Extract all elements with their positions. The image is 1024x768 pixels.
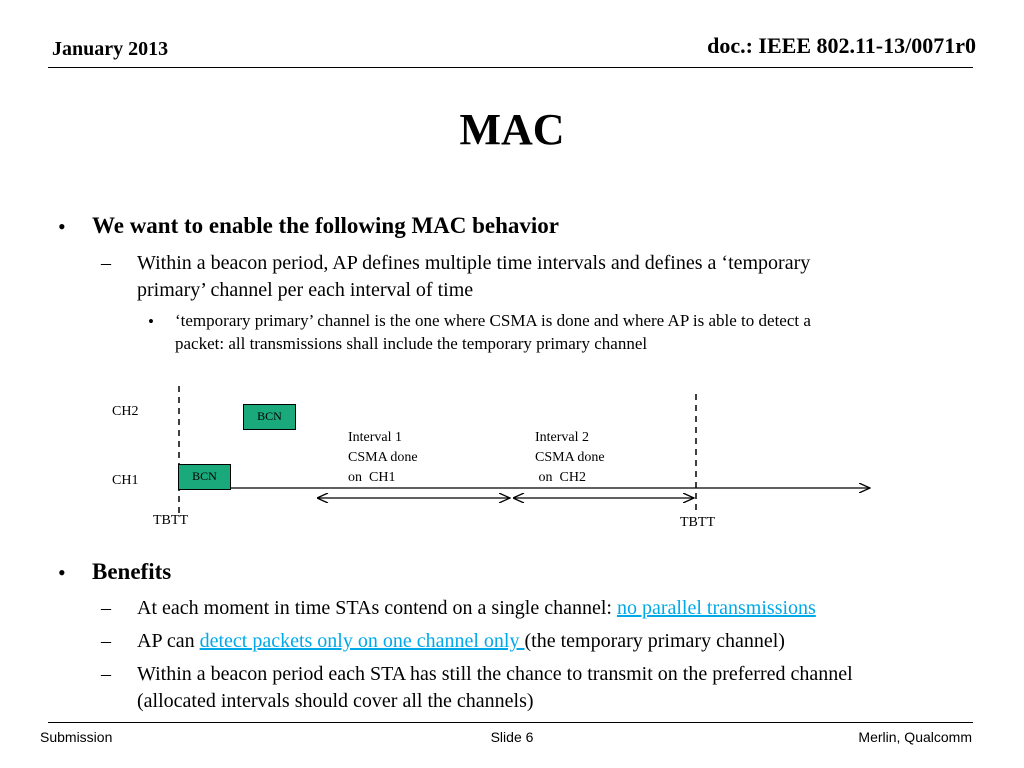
- benefit2-text-b: (the temporary primary channel): [524, 630, 785, 652]
- header-doc-id: doc.: IEEE 802.11-13/0071r0: [707, 33, 976, 58]
- section1-sub-line1: Within a beacon period, AP defines multi…: [137, 252, 811, 274]
- section2-bullet: •: [58, 560, 66, 585]
- benefit1-text: At each moment in time STAs contend on a…: [137, 597, 617, 619]
- benefit2-link[interactable]: detect packets only on one channel only: [199, 630, 525, 652]
- interval1-line3: on CH1: [348, 470, 396, 485]
- section2-heading: Benefits: [92, 559, 172, 584]
- interval2-line3: on CH2: [535, 470, 586, 485]
- benefit1-link[interactable]: no parallel transmissions: [616, 597, 816, 619]
- section1-subsub-bullet: •: [148, 312, 154, 331]
- section1-sub-line2: primary’ channel per each interval of ti…: [137, 279, 474, 301]
- footer-slide-number: Slide 6: [490, 729, 534, 745]
- section1-sub-dash: –: [101, 252, 111, 274]
- benefit2-text-a: AP can: [137, 630, 200, 652]
- section1-bullet: •: [58, 214, 66, 239]
- bcn-ch2-box: BCN: [243, 404, 296, 430]
- benefit3-line2: (allocated intervals should cover all th…: [137, 690, 534, 712]
- timing-diagram: [178, 386, 1024, 514]
- tbtt-left-label: TBTT: [153, 513, 188, 528]
- slide-title: MAC: [459, 105, 565, 154]
- interval2-line2: CSMA done: [535, 450, 605, 465]
- header-divider: [48, 67, 973, 68]
- benefit3-dash: –: [101, 663, 111, 685]
- benefit1: At each moment in time STAs contend on a…: [137, 595, 816, 622]
- bcn-ch1-box: BCN: [178, 464, 231, 490]
- benefit1-dash: –: [101, 597, 111, 619]
- tbtt-right-label: TBTT: [680, 515, 715, 530]
- benefit2: AP can detect packets only on one channe…: [137, 628, 785, 655]
- interval1-line1: Interval 1: [348, 430, 403, 445]
- footer-left: Submission: [40, 729, 113, 745]
- footer-divider: [48, 722, 973, 723]
- header-date: January 2013: [52, 38, 169, 60]
- footer-right: Merlin, Qualcomm: [858, 729, 972, 745]
- interval1-line2: CSMA done: [348, 450, 418, 465]
- ch1-label: CH1: [112, 473, 139, 488]
- benefit3-line1: Within a beacon period each STA has stil…: [137, 663, 853, 685]
- section1-subsub-line2: packet: all transmissions shall include …: [175, 334, 648, 353]
- section1-heading: We want to enable the following MAC beha…: [92, 213, 560, 238]
- benefit2-dash: –: [101, 630, 111, 652]
- ch2-label: CH2: [112, 404, 139, 419]
- interval2-line1: Interval 2: [535, 430, 590, 445]
- section1-subsub-line1: ‘temporary primary’ channel is the one w…: [175, 311, 811, 330]
